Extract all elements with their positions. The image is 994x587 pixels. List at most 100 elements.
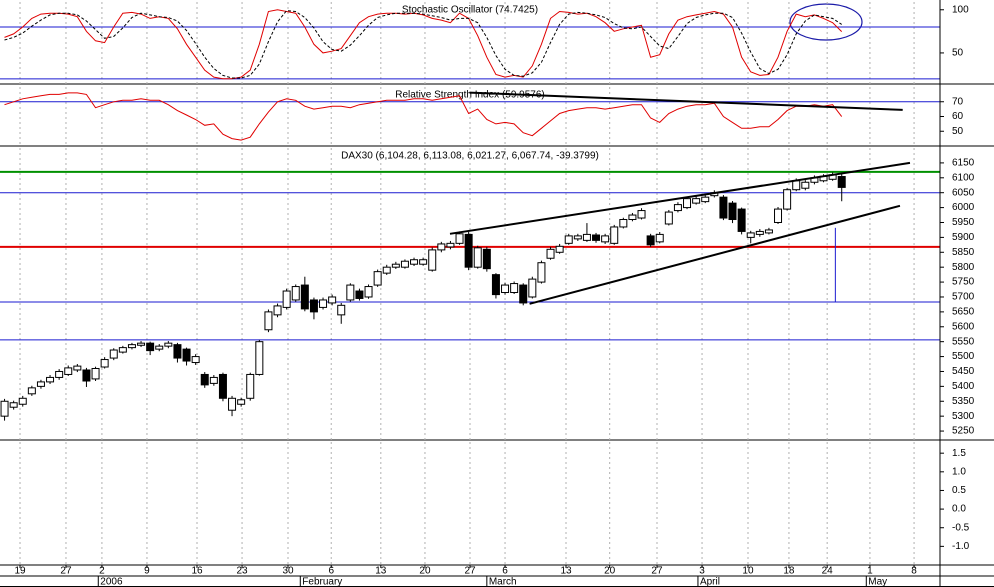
y-tick-label: 5600 — [952, 321, 975, 332]
candle-body — [182, 348, 191, 362]
candle-body — [64, 367, 73, 375]
candle-body — [592, 234, 601, 241]
y-tick-label: 50 — [952, 48, 964, 59]
x-tick-label: 20 — [419, 566, 431, 577]
candle-body — [801, 181, 810, 189]
candle-body — [191, 356, 200, 364]
candle-body — [100, 359, 109, 368]
candle-body — [491, 274, 500, 296]
x-tick-label: 30 — [282, 566, 294, 577]
candle-body — [55, 370, 64, 378]
chart-title: DAX30 (6,104.28, 6,113.08, 6,021.27, 6,0… — [341, 151, 599, 162]
x-tick-label: 10 — [742, 566, 754, 577]
trend-line — [449, 161, 911, 235]
x-tick-label: 8 — [911, 566, 917, 577]
y-tick-label: 5850 — [952, 247, 975, 258]
x-tick-label: 9 — [144, 566, 150, 577]
candle-body — [728, 202, 737, 221]
candle-body — [455, 233, 464, 244]
x-tick-label: 27 — [464, 566, 476, 577]
candle-body — [328, 296, 337, 304]
candle-body — [573, 235, 582, 240]
candle-body — [619, 219, 628, 228]
candle-body — [428, 249, 437, 271]
candle-body — [537, 262, 546, 283]
candle-body — [164, 342, 173, 347]
y-tick-label: 6150 — [952, 158, 975, 169]
y-tick-label: 1.5 — [952, 448, 966, 459]
candle-body — [482, 248, 491, 270]
candle-body — [683, 198, 692, 209]
candle-body — [319, 299, 328, 308]
candle-body — [400, 260, 409, 268]
x-tick-label: 24 — [822, 566, 834, 577]
candle-body — [755, 230, 764, 235]
candle-body — [628, 214, 637, 221]
y-tick-label: 5550 — [952, 336, 975, 347]
x-tick-label: 13 — [375, 566, 387, 577]
x-tick-label: 16 — [191, 566, 203, 577]
candle-body — [610, 226, 619, 244]
candle-body — [764, 229, 773, 234]
x-tick-label: 23 — [236, 566, 248, 577]
candle-body — [18, 397, 27, 405]
candle-body — [601, 235, 610, 243]
y-tick-label: 70 — [952, 96, 964, 107]
candle-body — [837, 176, 846, 188]
candle-body — [228, 397, 237, 411]
candle-body — [546, 248, 555, 259]
y-tick-label: 5500 — [952, 351, 975, 362]
candle-body — [792, 180, 801, 191]
candle-body — [646, 235, 655, 246]
candle-body — [519, 284, 528, 304]
candle-body — [246, 373, 255, 399]
candle-body — [82, 369, 91, 382]
candle-body — [664, 211, 673, 225]
candle-body — [91, 367, 100, 380]
candle-body — [501, 284, 510, 294]
y-tick-label: 6000 — [952, 202, 975, 213]
trend-line — [469, 91, 903, 111]
candle-body — [146, 342, 155, 352]
candle-body — [373, 271, 382, 286]
month-label: May — [868, 577, 887, 587]
candle-body — [510, 283, 519, 294]
candle-body — [118, 347, 127, 353]
candle-body — [255, 341, 264, 375]
x-tick-label: 19 — [14, 566, 26, 577]
candle-body — [346, 284, 355, 301]
candle-body — [9, 402, 18, 408]
y-tick-label: -1.0 — [952, 541, 970, 552]
candle-body — [355, 290, 364, 299]
candle-body — [555, 245, 564, 253]
y-tick-label: 5750 — [952, 277, 975, 288]
candle-body — [410, 259, 419, 265]
panel: 50 100 Stochastic Oscillator (74.7425) — [0, 2, 994, 85]
y-tick-label: 0.0 — [952, 504, 966, 515]
candle-body — [701, 196, 710, 203]
candle-body — [127, 344, 136, 349]
series-line — [4, 9, 843, 80]
candle-body — [673, 204, 682, 212]
x-tick-label: 6 — [502, 566, 508, 577]
y-tick-label: 5250 — [952, 426, 975, 437]
candle-body — [364, 286, 373, 298]
candle-body — [137, 342, 146, 346]
candle-body — [73, 365, 82, 371]
y-tick-label: -0.5 — [952, 522, 970, 533]
month-label: February — [302, 577, 342, 587]
candle-body — [746, 232, 755, 238]
trend-line — [529, 204, 901, 305]
candle-body — [155, 345, 164, 350]
x-tick-label: 18 — [783, 566, 795, 577]
chart-title: Stochastic Oscillator (74.7425) — [402, 5, 538, 16]
y-tick-label: 60 — [952, 111, 964, 122]
candle-body — [200, 373, 209, 386]
candle-body — [528, 278, 537, 298]
candle-body — [309, 299, 318, 313]
candle-body — [300, 284, 309, 310]
y-tick-label: 6050 — [952, 187, 975, 198]
candle-body — [719, 196, 728, 219]
y-tick-label: 6100 — [952, 172, 975, 183]
